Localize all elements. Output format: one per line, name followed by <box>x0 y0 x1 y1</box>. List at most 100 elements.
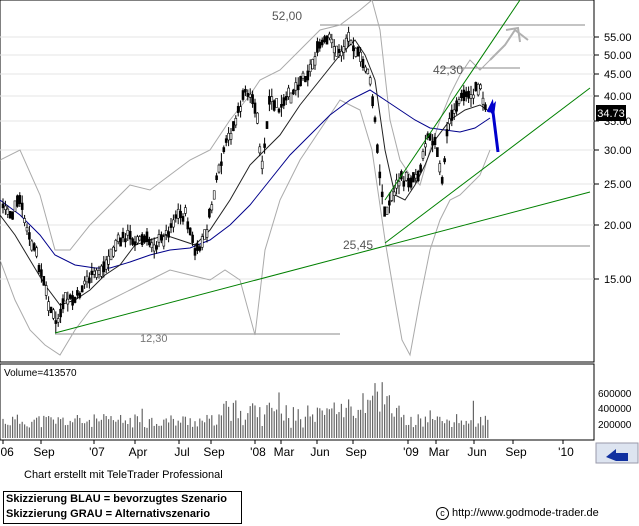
candle-body <box>191 234 194 243</box>
candle-body <box>169 223 173 228</box>
candle-body <box>186 221 190 230</box>
candle-body <box>462 89 466 102</box>
trendline-channel <box>384 0 521 201</box>
candle-body <box>484 104 487 110</box>
scenario-gray-arrowhead <box>505 26 521 43</box>
price-panel <box>0 0 595 363</box>
candle-body <box>366 68 370 75</box>
candle-body <box>97 270 101 275</box>
candle-body <box>342 46 346 53</box>
candle-body <box>208 208 211 218</box>
candle-body <box>133 241 137 246</box>
candle-body <box>107 255 110 265</box>
candle-body <box>452 109 456 114</box>
candle-body <box>359 51 362 62</box>
volume-tick-label: 200000 <box>598 420 632 431</box>
candle-body <box>32 243 36 251</box>
candle-body <box>347 32 350 42</box>
candle-body <box>64 292 67 302</box>
candle-body <box>145 231 149 242</box>
candle-body <box>172 219 175 228</box>
candle-body <box>424 143 427 148</box>
candle-body <box>83 280 86 285</box>
x-tick-labels: '06 Sep '07 Apr Jul Sep '08 Mar Jun Sep '09 Mar Jun S… <box>0 440 574 459</box>
nav-arrow-icon[interactable] <box>606 449 628 461</box>
candle-body <box>71 295 74 306</box>
candle-body <box>414 174 418 179</box>
candle-body <box>472 94 475 99</box>
candle-body <box>340 50 343 57</box>
volume-tick-labels: 600000 400000 200000 <box>598 389 632 431</box>
x-tick-label: Sep <box>33 445 55 459</box>
candle-body <box>455 100 458 112</box>
candle-body <box>378 171 382 179</box>
candle-body <box>392 191 396 197</box>
x-tick-label: Jun <box>467 445 486 459</box>
candle-body <box>114 240 118 251</box>
candle-body <box>203 229 206 240</box>
candle-body <box>253 102 257 114</box>
candle-body <box>25 227 29 232</box>
candle-body <box>210 204 214 211</box>
candle-body <box>49 306 53 314</box>
candle-body <box>88 277 91 284</box>
annotation-12: 12,30 <box>140 333 168 345</box>
volume-tick-label: 400000 <box>598 404 632 415</box>
y-tick-label: 40.00 <box>604 91 632 103</box>
candle-body <box>37 264 41 273</box>
candle-body <box>311 59 314 70</box>
annotation-42: 42,30 <box>433 63 463 77</box>
candle-body <box>431 140 434 146</box>
candle-body <box>215 175 218 181</box>
candle-body <box>1 203 5 209</box>
candle-body <box>126 230 130 236</box>
candle-body <box>460 92 463 99</box>
candle-body <box>284 96 288 101</box>
candle-body <box>40 269 43 277</box>
y-tick-label: 45.00 <box>604 69 632 81</box>
price-candles <box>1 26 487 333</box>
candle-body <box>404 172 408 181</box>
candle-body <box>258 146 262 154</box>
candle-body <box>368 77 372 85</box>
candle-body <box>20 202 24 210</box>
candle-body <box>66 298 70 305</box>
candle-body <box>244 88 247 93</box>
candle-body <box>181 216 185 222</box>
candle-body <box>102 261 106 273</box>
candle-body <box>217 164 221 173</box>
candle-body <box>54 320 58 324</box>
x-tick-label: Sep <box>203 445 225 459</box>
annotation-25: 25,45 <box>343 238 373 252</box>
candle-body <box>157 234 161 243</box>
candle-body <box>443 158 446 163</box>
candle-body <box>68 294 72 299</box>
candle-body <box>16 195 19 207</box>
candle-body <box>292 89 295 95</box>
candle-body <box>212 190 216 200</box>
candle-body <box>440 177 444 184</box>
source-link[interactable]: http://www.godmode-trader.de <box>452 507 599 519</box>
x-tick-label: Jul <box>174 445 189 459</box>
candle-body <box>184 207 187 214</box>
candle-body <box>30 240 34 251</box>
candle-body <box>388 200 391 206</box>
candle-body <box>412 172 415 183</box>
candle-body <box>56 318 60 323</box>
moving-average-blue <box>0 89 491 269</box>
copyright-icon: c <box>436 507 449 520</box>
candle-body <box>4 205 7 210</box>
x-tick-label: '09 <box>403 445 419 459</box>
candle-body <box>421 151 425 159</box>
candle-body <box>268 95 271 105</box>
candle-body <box>402 180 406 187</box>
x-tick-label: Sep <box>505 445 527 459</box>
candle-body <box>328 33 331 39</box>
candle-body <box>294 82 298 91</box>
candle-body <box>469 94 473 99</box>
legend-gray: Skizzierung GRAU = Alternativszenario <box>6 508 211 520</box>
candle-body <box>176 208 180 219</box>
candle-body <box>222 147 226 153</box>
candle-body <box>236 105 240 113</box>
y-tick-labels: 55.0050.0045.0040.0035.0030.0025.0020.00… <box>594 32 632 286</box>
